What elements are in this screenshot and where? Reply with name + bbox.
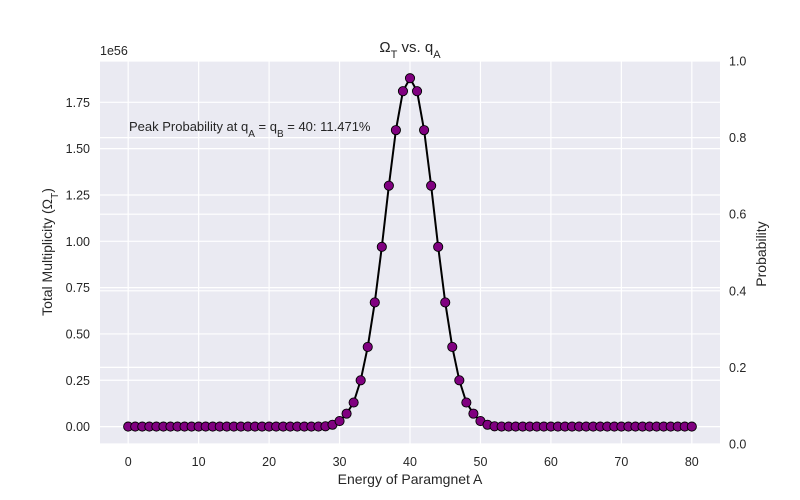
data-point	[355, 375, 366, 386]
data-point	[686, 421, 697, 432]
x-tick-label: 10	[192, 455, 206, 469]
data-point	[447, 341, 458, 352]
x-tick-label: 80	[685, 455, 699, 469]
data-point	[426, 180, 437, 191]
y2-axis-label: Probability	[753, 221, 769, 286]
y-tick-label: 1.00	[66, 235, 90, 249]
data-point	[419, 125, 430, 136]
y-tick-label: 0.25	[66, 374, 90, 388]
data-point	[411, 86, 423, 97]
y2-tick-label: 0.0	[729, 438, 746, 452]
y-tick-labels: 0.00 0.25 0.50 0.75 1.00 1.25 1.50 1.75	[66, 96, 90, 434]
y-axis-label: Total Multiplicity (ΩT)	[39, 188, 61, 316]
y2-tick-label: 0.4	[729, 284, 746, 298]
data-point	[390, 125, 401, 136]
data-point	[348, 397, 359, 408]
data-point	[341, 408, 352, 419]
x-tick-label: 70	[614, 455, 628, 469]
x-tick-labels: 0 10 20 30 40 50 60 70 80	[125, 455, 699, 469]
x-tick-label: 50	[474, 455, 488, 469]
y-tick-label: 0.75	[66, 281, 90, 295]
data-point	[397, 86, 409, 97]
y-tick-label: 1.25	[66, 188, 90, 202]
data-point	[369, 297, 380, 308]
chart-title: ΩT vs. qA	[379, 39, 441, 61]
y2-tick-label: 0.8	[729, 131, 746, 145]
y-tick-label: 1.50	[66, 142, 90, 156]
data-point	[334, 415, 345, 427]
data-point	[383, 180, 394, 191]
data-point	[454, 375, 465, 386]
data-point	[461, 397, 472, 408]
data-point	[376, 241, 387, 252]
y-tick-label: 0.00	[66, 420, 90, 434]
data-point	[362, 341, 373, 352]
x-tick-label: 40	[403, 455, 417, 469]
x-tick-label: 20	[262, 455, 276, 469]
data-point	[404, 73, 416, 84]
y2-tick-label: 1.0	[729, 55, 746, 69]
x-axis-label: Energy of Paramgnet A	[338, 471, 483, 487]
data-point	[440, 297, 451, 308]
series-markers	[123, 73, 697, 432]
x-tick-label: 30	[333, 455, 347, 469]
data-point	[433, 241, 444, 252]
peak-annotation: Peak Probability at qA = qB = 40: 11.471…	[129, 119, 371, 140]
offset-text: 1e56	[100, 44, 128, 58]
x-tick-label: 60	[544, 455, 558, 469]
y-tick-label: 0.50	[66, 327, 90, 341]
y-tick-label: 1.75	[66, 96, 90, 110]
grid	[100, 60, 720, 445]
y2-tick-label: 0.2	[729, 361, 746, 375]
y2-tick-labels: 0.0 0.2 0.4 0.6 0.8 1.0	[729, 55, 746, 452]
x-tick-label: 0	[125, 455, 132, 469]
y2-tick-label: 0.6	[729, 208, 746, 222]
data-point	[468, 408, 479, 419]
